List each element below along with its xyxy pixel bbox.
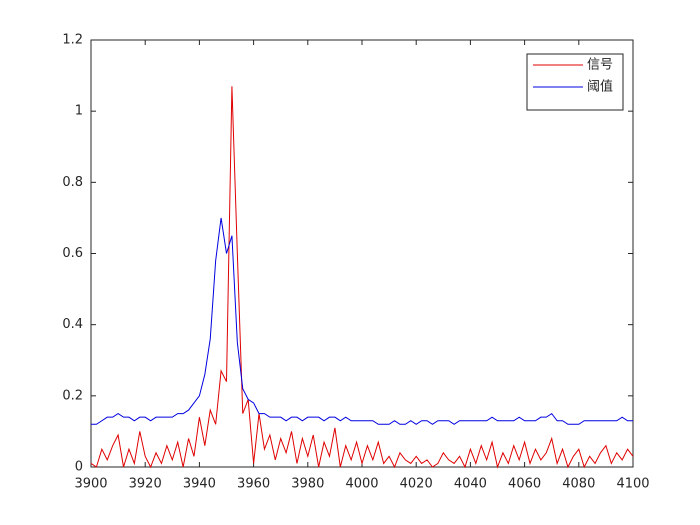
x-tick-label: 4100 bbox=[616, 477, 649, 492]
x-tick-label: 4080 bbox=[562, 477, 595, 492]
legend-label: 阈值 bbox=[587, 79, 613, 95]
x-tick-label: 3940 bbox=[183, 477, 216, 492]
y-tick-label: 0 bbox=[75, 460, 83, 475]
series-line bbox=[91, 217, 633, 425]
series-line bbox=[90, 86, 634, 469]
x-tick-label: 4000 bbox=[345, 477, 378, 492]
x-tick-label: 3920 bbox=[129, 477, 162, 492]
x-tick-label: 4060 bbox=[508, 477, 541, 492]
y-tick-label: 1 bbox=[75, 104, 83, 119]
legend-label: 信号 bbox=[587, 58, 613, 73]
x-tick-label: 3980 bbox=[291, 477, 324, 492]
y-tick-label: 0.4 bbox=[62, 317, 83, 332]
legend-box bbox=[526, 53, 624, 111]
x-tick-label: 3900 bbox=[74, 477, 107, 492]
y-tick-label: 0.8 bbox=[62, 175, 83, 190]
y-tick-label: 1.2 bbox=[62, 33, 83, 48]
x-tick-label: 3960 bbox=[237, 477, 270, 492]
x-tick-label: 4020 bbox=[400, 477, 433, 492]
plot-frame bbox=[90, 39, 634, 468]
y-tick-label: 0.6 bbox=[62, 246, 83, 261]
x-tick-label: 4040 bbox=[454, 477, 487, 492]
y-tick-label: 0.2 bbox=[62, 388, 83, 403]
